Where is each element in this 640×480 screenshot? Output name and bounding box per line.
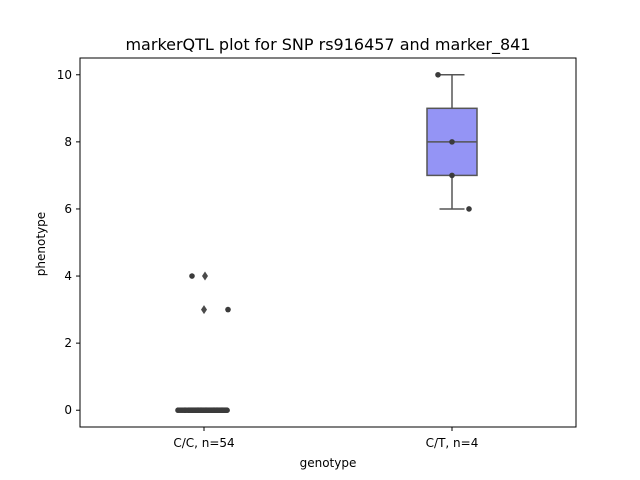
- data-point: [214, 407, 220, 414]
- box-group: [178, 271, 230, 412]
- data-point: [219, 407, 225, 414]
- outlier-marker: [202, 271, 208, 281]
- data-point: [466, 206, 472, 212]
- data-point: [224, 407, 230, 414]
- data-point: [449, 139, 455, 145]
- x-tick-label: C/T, n=4: [426, 436, 479, 450]
- y-tick-label: 4: [64, 269, 72, 283]
- chart-title: markerQTL plot for SNP rs916457 and mark…: [125, 35, 530, 55]
- x-tick-label: C/C, n=54: [173, 436, 234, 450]
- plot-frame: [79, 57, 577, 428]
- y-tick-label: 6: [64, 202, 72, 216]
- data-point: [435, 71, 441, 78]
- y-tick-label: 0: [64, 403, 72, 417]
- y-tick-label: 8: [64, 135, 72, 149]
- data-point: [198, 407, 204, 414]
- data-point: [177, 407, 183, 414]
- x-axis: C/C, n=54 C/T, n=4: [173, 427, 478, 450]
- data-point: [189, 273, 195, 279]
- plot-area: [175, 71, 478, 414]
- data-point: [182, 407, 188, 414]
- data-point: [449, 172, 455, 179]
- data-point: [203, 407, 209, 414]
- y-axis-label: phenotype: [34, 212, 48, 276]
- y-tick-label: 10: [57, 68, 72, 82]
- outlier-marker: [201, 305, 207, 315]
- data-point: [225, 306, 231, 313]
- y-tick-label: 2: [64, 336, 72, 350]
- data-point: [187, 407, 193, 414]
- y-axis: 0 2 4 6 8 10: [57, 68, 80, 417]
- x-axis-label: genotype: [300, 456, 357, 470]
